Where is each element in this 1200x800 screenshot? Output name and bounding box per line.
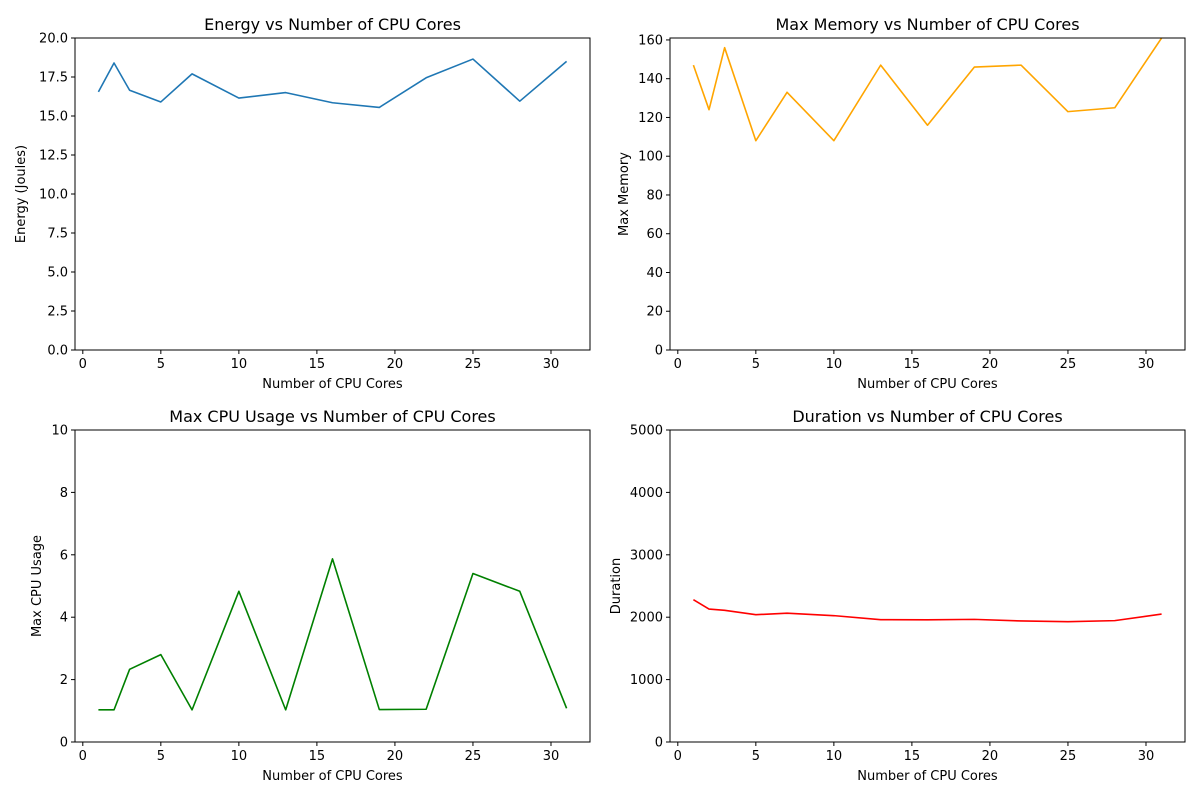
chart-title: Max Memory vs Number of CPU Cores — [775, 15, 1079, 34]
y-tick-label: 8 — [60, 486, 68, 501]
y-tick-label: 0.0 — [47, 344, 68, 359]
y-tick-label: 140 — [638, 72, 663, 87]
subplot-1: Energy vs Number of CPU Cores 0 5 10 15 20 25 3… — [14, 15, 591, 392]
y-tick-label: 4000 — [630, 486, 663, 501]
x-tick-label: 20 — [387, 357, 404, 372]
x-tick-label: 15 — [904, 749, 921, 764]
y-tick-label: 7.5 — [47, 227, 68, 242]
x-tick-label: 5 — [752, 749, 760, 764]
y-tick-label: 5000 — [630, 424, 663, 439]
y-tick-label: 20 — [646, 305, 663, 320]
y-tick-label: 12.5 — [39, 149, 68, 164]
y-axis-label: Max CPU Usage — [30, 535, 45, 637]
x-tick-label: 5 — [157, 749, 165, 764]
y-tick-label: 0 — [655, 344, 663, 359]
y-tick-label: 17.5 — [39, 71, 68, 86]
x-tick-label: 0 — [674, 357, 682, 372]
chart-title: Duration vs Number of CPU Cores — [792, 407, 1062, 426]
y-tick-label: 5.0 — [47, 266, 68, 281]
series-line — [692, 38, 1163, 142]
plot-frame — [74, 429, 591, 743]
x-tick-label: 20 — [387, 749, 404, 764]
y-tick-label: 0 — [655, 736, 663, 751]
plot-frame — [74, 37, 591, 351]
y-tick-label: 4 — [60, 611, 68, 626]
y-tick-label: 6 — [60, 548, 68, 563]
y-tick-label: 10.0 — [39, 188, 68, 203]
y-tick-label: 15.0 — [39, 110, 68, 125]
x-tick-label: 25 — [1060, 357, 1077, 372]
x-tick-label: 25 — [465, 357, 482, 372]
y-tick-label: 120 — [638, 111, 663, 126]
y-tick-label: 2000 — [630, 611, 663, 626]
x-tick-label: 30 — [543, 749, 560, 764]
y-tick-label: 1000 — [630, 673, 663, 688]
x-tick-label: 25 — [1060, 749, 1077, 764]
x-tick-label: 30 — [543, 357, 560, 372]
y-tick-label: 0 — [60, 736, 68, 751]
y-tick-label: 40 — [646, 266, 663, 281]
series-line — [98, 558, 568, 711]
x-axis-label: Number of CPU Cores — [262, 769, 403, 784]
plot-frame — [669, 429, 1186, 743]
subplot-3: Max CPU Usage vs Number of CPU Cores 0 5 10… — [30, 407, 591, 784]
y-tick-label: 60 — [646, 227, 663, 242]
x-tick-label: 0 — [79, 749, 87, 764]
y-axis-label: Energy (Joules) — [14, 145, 29, 243]
x-tick-label: 25 — [465, 749, 482, 764]
x-tick-label: 0 — [674, 749, 682, 764]
x-axis-label: Number of CPU Cores — [857, 769, 998, 784]
y-axis-label: Duration — [609, 558, 624, 614]
subplot-4: Duration vs Number of CPU Cores 0 5 10 15 20 2… — [609, 407, 1186, 784]
plot-frame — [669, 37, 1186, 351]
x-tick-label: 10 — [231, 749, 248, 764]
chart-title: Max CPU Usage vs Number of CPU Cores — [169, 407, 495, 426]
y-tick-label: 20.0 — [39, 32, 68, 47]
x-tick-label: 5 — [752, 357, 760, 372]
x-tick-label: 10 — [231, 357, 248, 372]
x-tick-label: 15 — [904, 357, 921, 372]
x-tick-label: 10 — [826, 357, 843, 372]
y-tick-label: 2.5 — [47, 305, 68, 320]
x-tick-label: 20 — [982, 749, 999, 764]
x-axis-label: Number of CPU Cores — [262, 377, 403, 392]
y-tick-label: 2 — [60, 673, 68, 688]
x-tick-label: 30 — [1138, 749, 1155, 764]
y-tick-label: 160 — [638, 33, 663, 48]
x-tick-label: 20 — [982, 357, 999, 372]
y-tick-label: 3000 — [630, 548, 663, 563]
y-axis-label: Max Memory — [617, 152, 632, 236]
x-tick-label: 15 — [309, 357, 326, 372]
x-axis-label: Number of CPU Cores — [857, 377, 998, 392]
series-line — [692, 599, 1162, 623]
x-tick-label: 0 — [79, 357, 87, 372]
y-tick-label: 100 — [638, 150, 663, 165]
subplot-2: Max Memory vs Number of CPU Cores 0 5 10 15 2… — [617, 15, 1186, 392]
y-tick-label: 80 — [646, 188, 663, 203]
x-tick-label: 30 — [1138, 357, 1155, 372]
y-tick-label: 10 — [51, 424, 68, 439]
x-tick-label: 15 — [309, 749, 326, 764]
x-tick-label: 5 — [157, 357, 165, 372]
chart-title: Energy vs Number of CPU Cores — [204, 15, 461, 34]
x-tick-label: 10 — [826, 749, 843, 764]
series-line — [97, 58, 568, 109]
